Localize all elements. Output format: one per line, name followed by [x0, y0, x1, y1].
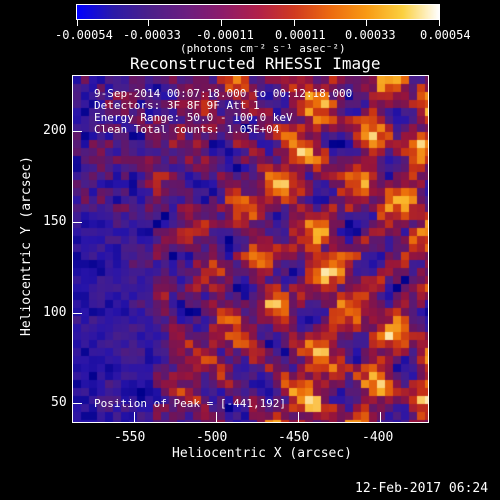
colorbar-tick: [77, 20, 78, 26]
x-tick-label: -550: [114, 430, 146, 445]
plot-title: Reconstructed RHESSI Image: [130, 54, 381, 73]
colorbar-tick-label: -0.00054: [55, 28, 113, 42]
x-tick: [380, 412, 381, 422]
colorbar-tick-label: 0.00033: [345, 28, 396, 42]
y-tick: [72, 131, 82, 132]
colorbar-tick: [294, 20, 295, 26]
colorbar-tick: [439, 20, 440, 26]
x-tick: [134, 412, 135, 422]
y-axis-label: Heliocentric Y (arcsec): [19, 155, 34, 336]
energy-range-text: Energy Range: 50.0 - 100.0 keV: [94, 111, 293, 124]
y-tick: [72, 313, 82, 314]
colorbar-tick-label: 0.00054: [420, 28, 471, 42]
y-tick: [72, 403, 82, 404]
y-tick-label: 50: [51, 395, 67, 410]
footer-timestamp: 12-Feb-2017 06:24: [355, 481, 489, 496]
plot-frame: [72, 75, 429, 423]
detectors-text: Detectors: 3F 8F 9F Att 1: [94, 99, 260, 112]
colorbar-tick-label: 0.00011: [275, 28, 326, 42]
x-tick-label: -400: [362, 430, 394, 445]
x-axis-label: Heliocentric X (arcsec): [172, 446, 353, 461]
colorbar: [76, 4, 440, 20]
y-tick-label: 100: [43, 305, 67, 320]
clean-counts-text: Clean Total counts: 1.05E+04: [94, 123, 280, 136]
colorbar-tick-label: -0.00033: [123, 28, 181, 42]
time-range-text: 9-Sep-2014 00:07:18.000 to 00:12:18.000: [94, 87, 353, 100]
x-tick: [216, 412, 217, 422]
colorbar-tick: [366, 20, 367, 26]
colorbar-tick: [221, 20, 222, 26]
y-tick-label: 150: [43, 214, 67, 229]
x-tick-label: -450: [278, 430, 310, 445]
rhessi-image: [73, 76, 428, 422]
x-tick-label: -500: [196, 430, 228, 445]
peak-position-text: Position of Peak = [-441,192]: [94, 397, 287, 410]
y-tick-label: 200: [43, 123, 67, 138]
x-tick: [298, 412, 299, 422]
colorbar-tick-label: -0.00011: [196, 28, 254, 42]
y-tick: [72, 222, 82, 223]
colorbar-tick: [148, 20, 149, 26]
colorbar-units-label: (photons cm⁻² s⁻¹ asec⁻²): [180, 42, 346, 55]
